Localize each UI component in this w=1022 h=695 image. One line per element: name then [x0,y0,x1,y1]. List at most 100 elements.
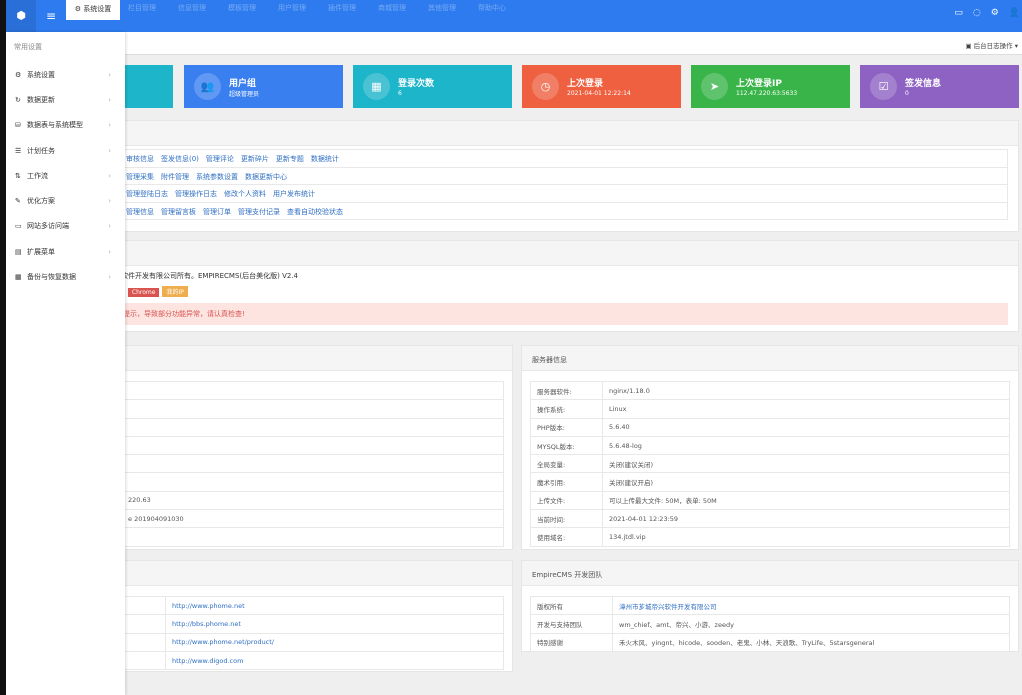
shortcut-link[interactable]: 审核信息 [126,155,154,163]
table-row: 220.63 [121,490,504,511]
card-value: 6 [398,90,402,97]
row-value: 关闭(建议开启) [602,472,1010,492]
chevron-right-icon: › [108,121,111,130]
table-row: 使用域名: 134.jtdl.vip [530,527,1010,547]
nav-item[interactable]: 栏目管理 [128,4,156,12]
top-bar [0,0,1022,32]
sidebar-item[interactable]: ▦ 备份与恢复数据 › [6,264,125,289]
database-icon: ⛁ [15,121,21,130]
sidebar-item-label: 数据更新 [27,95,55,104]
sidebar-item[interactable]: ▤ 扩展菜单 › [6,239,125,264]
shortcut-link[interactable]: 数据更新中心 [245,172,287,181]
table-row: 开发与支持团队 wm_chief、amt、帝兴、小游、zeedy [530,614,1010,634]
clock-icon: ◷ [532,73,559,100]
row-label: 全局变量: [530,454,603,474]
row-value: 5.6.48-log [602,435,1010,456]
table-row [121,454,504,474]
table-row [121,435,504,456]
shortcut-link[interactable]: 系统参数设置 [196,172,238,181]
nav-item[interactable]: 帮助中心 [478,4,506,12]
nav-item[interactable]: 其他管理 [428,4,456,12]
team-panel: EmpireCMS 开发团队 版权所有 漳州市芗城帝兴软件开发有限公司 开发与支持团… [521,560,1019,652]
row-label: 使用域名: [530,527,603,547]
sidebar-item[interactable]: ⚙ 系统设置 › [6,62,125,87]
card-title: 上次登录 [567,79,604,89]
shortcut-row: 管理信息 管理留言板 管理订单 管理支付记录 查看自动校验状态 [121,201,1008,220]
nav-item[interactable]: 用户管理 [278,4,306,12]
table-cell: e 201904091030 [121,509,504,529]
site-link[interactable]: http://www.phome.net/product/ [172,638,274,647]
nav-item[interactable]: 商城管理 [378,4,406,12]
shortcut-link[interactable]: 管理订单 [203,207,231,216]
menu-toggle-icon[interactable]: ≡ [45,9,57,23]
panel-header: EmpireCMS 开发团队 [522,561,1018,586]
shortcut-link[interactable]: 管理操作日志 [175,190,217,198]
shortcut-link[interactable]: 修改个人资料 [224,190,266,198]
sub-toolbar: ▣ 后台日志操作 ▾ [6,32,1022,55]
card-value: 112.47.220.63:5633 [736,90,798,97]
sidebar-item[interactable]: ▭ 网站多访问端 › [6,214,125,239]
shortcut-link[interactable]: 附件管理 [161,172,189,181]
shortcut-link[interactable]: 管理评论 [205,155,234,163]
table-cell [121,417,504,437]
shortcut-link[interactable]: 数据统计 [310,155,339,163]
shortcut-link[interactable]: 管理支付记录 [238,207,280,216]
stat-card: 👥 用户组 超级管理员 [184,65,343,108]
table-cell [121,527,504,547]
gear-icon[interactable]: ⚙ [990,8,999,18]
site-link[interactable]: http://bbs.phome.net [172,619,241,628]
site-link[interactable]: http://www.digod.com [172,656,244,665]
shortcut-link[interactable]: 更新碎片 [240,155,269,163]
row-label: 当前时间: [530,509,603,529]
table-row: http://bbs.phome.net [121,614,504,634]
list-icon: ☰ [15,146,22,155]
shortcut-link[interactable]: 更新专题 [275,155,304,163]
shortcut-link[interactable]: 管理登陆日志 [126,190,168,198]
shortcut-link[interactable]: 用户发布统计 [273,190,315,198]
row-label: 魔术引用: [530,472,603,492]
shortcut-row: 管理登陆日志 管理操作日志 修改个人资料 用户发布统计 [121,184,1008,203]
site-link[interactable]: http://www.phome.net [172,601,245,610]
nav-item[interactable]: 插件管理 [328,4,356,12]
refresh-icon[interactable]: ◌ [972,8,981,18]
laptop-icon: ▭ [15,222,22,231]
sidebar-item[interactable]: ⛁ 数据表与系统模型 › [6,113,125,138]
sidebar-title: 常用设置 [14,43,42,51]
sidebar-item-label: 数据表与系统模型 [27,121,83,130]
nav-item[interactable]: 模板管理 [228,4,256,12]
table-row: http://www.phome.net [121,595,504,616]
users-icon: 👥 [194,73,221,100]
logo-icon[interactable]: ⬢ [6,0,36,32]
user-icon[interactable]: 👤 [1008,8,1020,18]
table-row: 上传文件: 可以上传最大文件: 50M，表单: 50M [530,490,1010,511]
copyright-link[interactable]: 漳州市芗城帝兴软件开发有限公司 [619,602,717,611]
sidebar-item[interactable]: ⇅ 工作流 › [6,163,125,188]
row-value: 可以上传最大文件: 50M，表单: 50M [602,490,1010,511]
stat-card: ➤ 上次登录IP 112.47.220.63:5633 [691,65,850,108]
table-row: http://www.phome.net/product/ [121,632,504,652]
table-row: 服务器软件: nginx/1.18.0 [530,380,1010,401]
table-cell [121,399,504,419]
table-row [121,527,504,547]
shortcut-row: 审核信息 签发信息(0) 管理评论 更新碎片 更新专题 数据统计 [121,149,1008,168]
sidebar-item[interactable]: ↻ 数据更新 › [6,87,125,112]
sidebar-item-label: 系统设置 [27,70,55,79]
monitor-icon[interactable]: ▭ [954,8,963,18]
stat-card-partial [120,65,173,108]
shortcut-link[interactable]: 管理留言板 [161,207,196,216]
sidebar-item[interactable]: ✎ 优化方案 › [6,188,125,213]
chevron-right-icon: › [108,197,111,206]
row-value: 134.jtdl.vip [602,527,1010,547]
shortcut-link[interactable]: 查看自动校验状态 [287,207,343,216]
sidebar-dropdown: 常用设置 ⚙ 系统设置 › ↻ 数据更新 › ⛁ 数据表与系统模型 › ☰ 计划任务 › ⇅ 工作流 › ✎ 优… [6,32,125,695]
shortcut-link[interactable]: 管理信息 [126,207,154,216]
log-dropdown[interactable]: ▣ 后台日志操作 ▾ [965,42,1018,50]
nav-item[interactable]: 信息管理 [178,4,206,12]
shortcut-link[interactable]: 管理采集 [126,172,154,181]
server-info-panel: 服务器信息 服务器软件: nginx/1.18.0 操作系统: Linux PHP版本:… [521,345,1019,550]
tab-system-settings[interactable]: ⚙ 系统设置 [66,0,120,20]
chevron-right-icon: › [108,247,111,256]
sidebar-item-label: 扩展菜单 [27,247,55,256]
sidebar-item[interactable]: ☰ 计划任务 › [6,138,125,163]
shortcut-link[interactable]: 签发信息(0) [161,155,199,163]
